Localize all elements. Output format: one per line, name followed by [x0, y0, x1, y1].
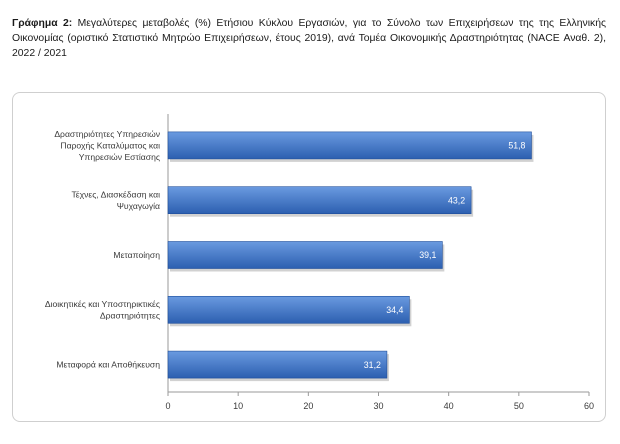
x-tick-label: 50	[514, 401, 524, 411]
category-label-line: Τέχνες, Διασκέδαση και	[71, 189, 160, 199]
bar[interactable]	[167, 131, 532, 160]
data-label: 51,8	[508, 141, 525, 151]
category-label-line: Υπηρεσιών Εστίασης	[79, 152, 160, 162]
category-label-line: Παροχής Καταλύματος και	[60, 140, 160, 150]
bar[interactable]	[167, 350, 388, 379]
x-tick-label: 20	[303, 401, 313, 411]
category-label-line: Δραστηριότητες Υπηρεσιών	[54, 129, 160, 139]
x-tick-label: 60	[584, 401, 594, 411]
data-label: 39,1	[419, 250, 436, 260]
category-label: Δραστηριότητες Υπηρεσιών Παροχής Καταλύμα…	[54, 129, 160, 162]
figure-number: Γράφημα 2:	[12, 18, 73, 29]
data-label: 43,2	[448, 195, 465, 205]
category-label: Τέχνες, Διασκέδαση και Ψυχαγωγία	[71, 189, 160, 211]
category-label-line: Μεταποίηση	[113, 250, 160, 260]
category-label: Μεταποίηση	[113, 250, 160, 260]
figure-title: Μεγαλύτερες μεταβολές (%) Ετήσιου Κύκλου…	[12, 18, 607, 59]
bar[interactable]	[167, 241, 443, 269]
category-label: Διοικητικές και Υποστηρικτικές Δραστηριότ…	[45, 299, 160, 321]
category-label-line: Δραστηριότητες	[100, 311, 160, 321]
x-tick-label: 30	[373, 401, 383, 411]
data-label: 31,2	[364, 360, 381, 370]
x-tick-label: 0	[165, 401, 170, 411]
x-tick-label: 40	[444, 401, 454, 411]
category-label-line: Ψυχαγωγία	[117, 201, 160, 211]
category-label: Μεταφορά και Αποθήκευση	[56, 360, 160, 370]
bar[interactable]	[167, 295, 410, 324]
x-tick-label: 10	[233, 401, 243, 411]
category-label-line: Μεταφορά και Αποθήκευση	[56, 360, 160, 370]
data-label: 34,4	[386, 305, 403, 315]
figure-caption: Γράφημα 2: Μεγαλύτερες μεταβολές (%) Ετή…	[12, 16, 606, 61]
category-label-line: Διοικητικές και Υποστηρικτικές	[45, 299, 160, 309]
bar[interactable]	[167, 186, 472, 214]
